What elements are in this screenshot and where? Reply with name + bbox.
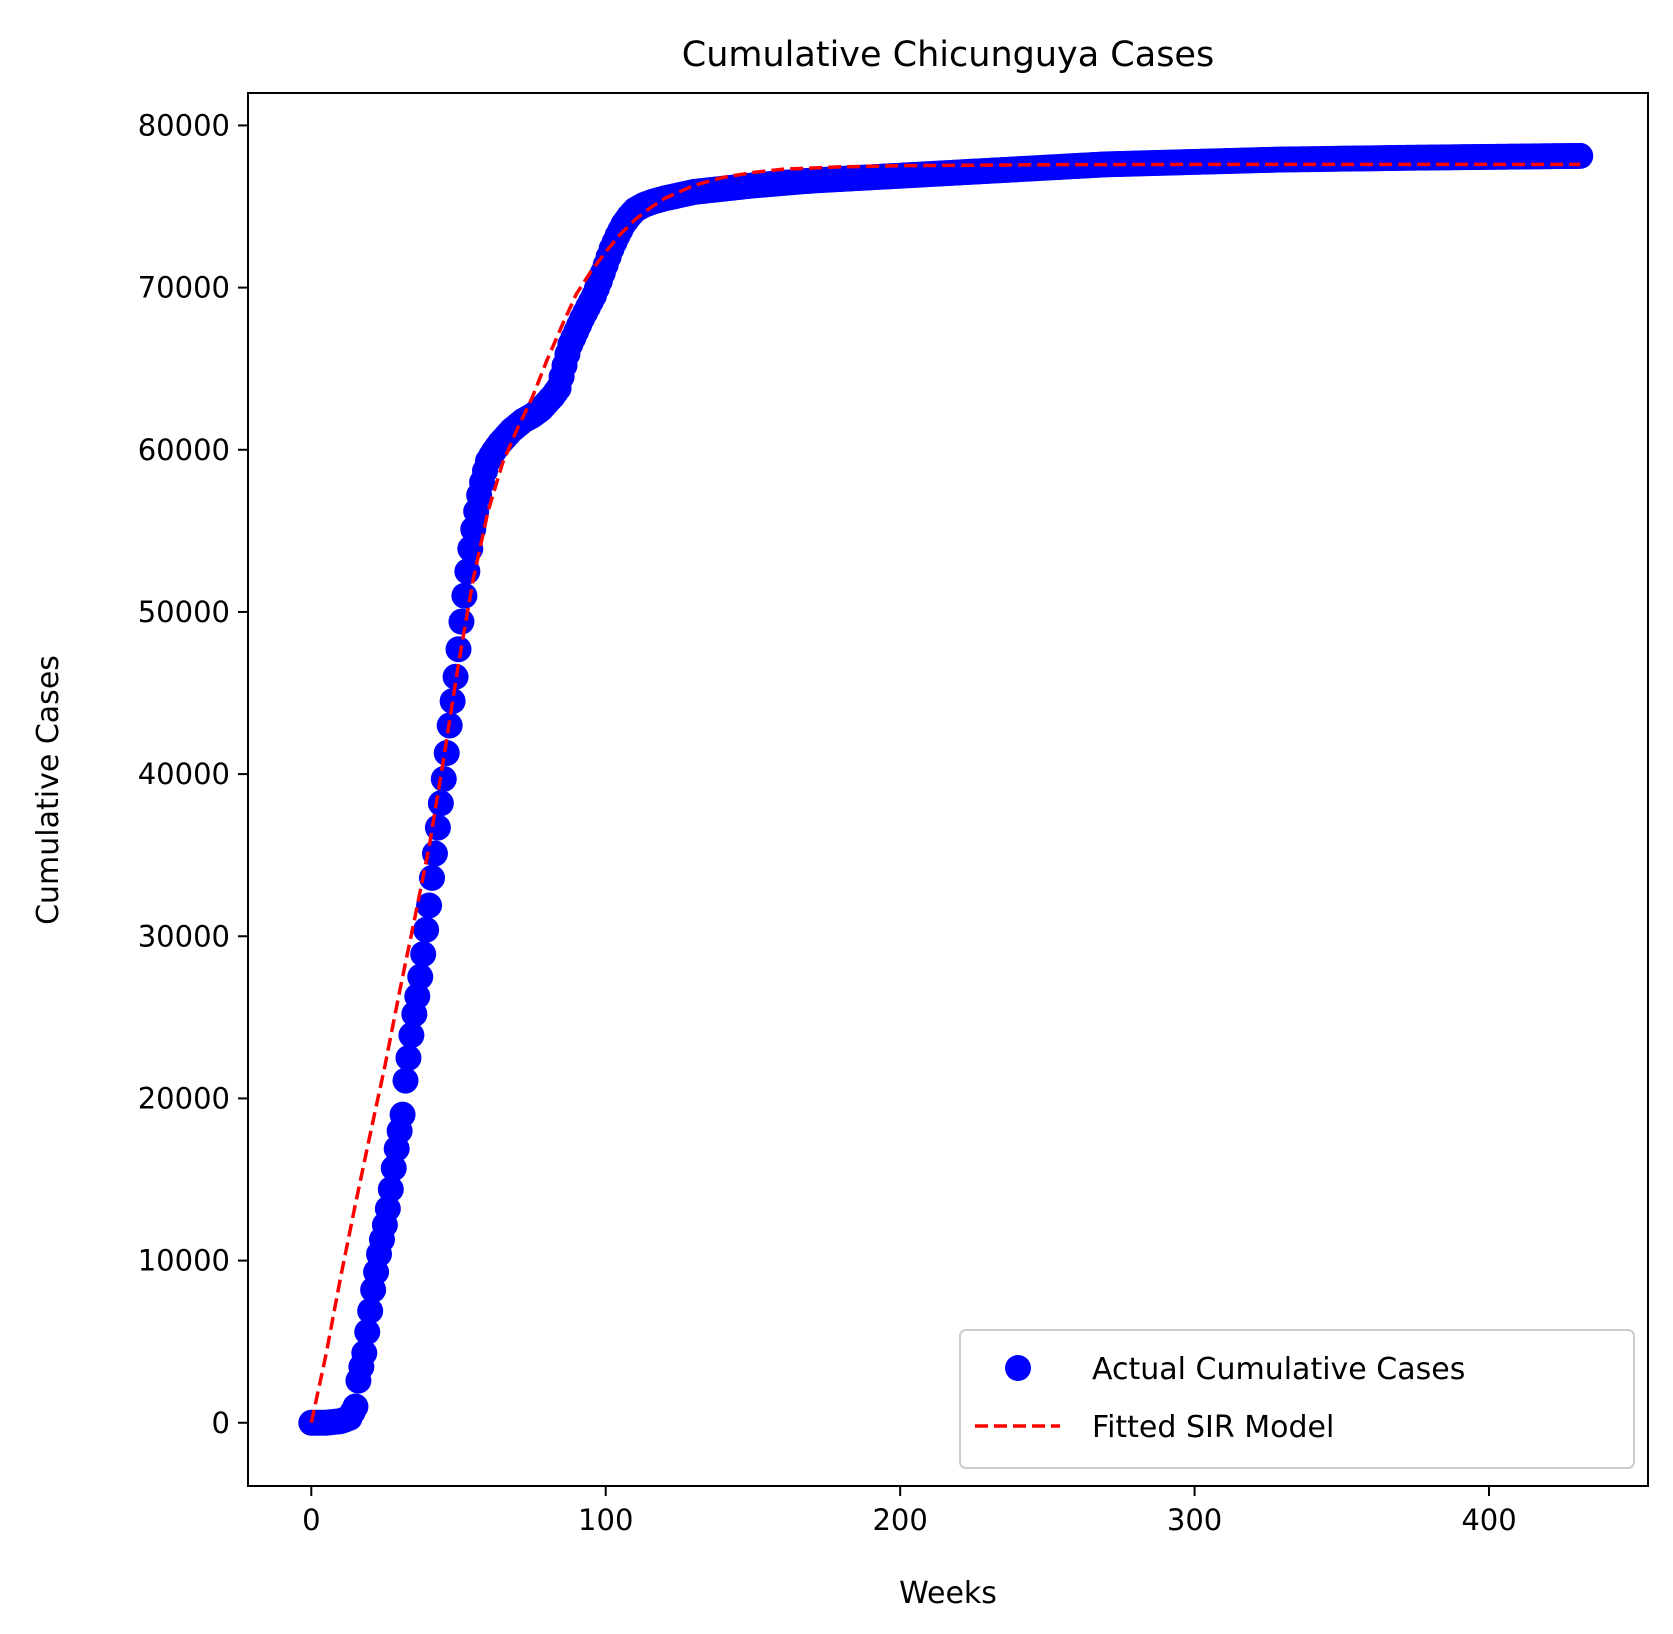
data-point-actual (445, 636, 472, 663)
x-tick-label: 200 (872, 1503, 927, 1537)
plot-area (248, 93, 1648, 1486)
legend-label-fitted: Fitted SIR Model (1092, 1410, 1334, 1445)
data-point-actual (416, 892, 443, 919)
data-point-actual (342, 1393, 369, 1420)
data-point-actual (407, 963, 434, 990)
data-point-actual (377, 1176, 404, 1203)
x-tick-label: 0 (302, 1503, 320, 1537)
y-axis-label: Cumulative Cases (31, 655, 66, 925)
x-tick-label: 300 (1167, 1503, 1222, 1537)
legend-marker-actual (1005, 1355, 1031, 1381)
y-tick-label: 30000 (138, 919, 230, 953)
data-point-actual (380, 1155, 407, 1182)
data-point-actual (357, 1297, 384, 1324)
legend-box (959, 1329, 1635, 1469)
data-point-actual (389, 1101, 416, 1128)
data-point-actual (1567, 142, 1594, 169)
y-tick-label: 10000 (138, 1244, 230, 1278)
data-point-actual (421, 840, 448, 867)
x-tick-label: 400 (1461, 1503, 1516, 1537)
y-tick-label: 40000 (138, 757, 230, 791)
x-tick-label: 100 (578, 1503, 633, 1537)
series-fitted-sir-model-line (309, 162, 1581, 1424)
data-point-actual (451, 582, 478, 609)
data-point-actual (374, 1195, 401, 1222)
legend: Actual Cumulative Cases Fitted SIR Model (959, 1329, 1635, 1469)
x-axis-label: Weeks (899, 1576, 997, 1611)
y-tick-label: 0 (212, 1406, 230, 1440)
data-point-actual (410, 941, 437, 968)
data-point-actual (398, 1022, 425, 1049)
x-axis-ticks: 0 100 200 300 400 (302, 1486, 1517, 1537)
y-tick-label: 70000 (138, 271, 230, 305)
data-point-actual (448, 608, 475, 635)
data-point-actual (439, 688, 466, 715)
plot-frame (247, 92, 1649, 1487)
series-actual-cumulative-cases (298, 142, 1594, 1436)
data-point-actual (424, 814, 451, 841)
data-point-actual (430, 765, 457, 792)
series-layer (298, 142, 1594, 1436)
y-tick-label: 20000 (138, 1081, 230, 1115)
legend-label-actual: Actual Cumulative Cases (1092, 1352, 1465, 1387)
y-tick-label: 60000 (138, 433, 230, 467)
data-point-actual (354, 1318, 381, 1345)
chart-title: Cumulative Chicunguya Cases (682, 35, 1214, 75)
y-tick-label: 50000 (138, 595, 230, 629)
data-point-actual (433, 740, 460, 767)
data-point-actual (395, 1044, 422, 1071)
data-point-actual (413, 916, 440, 943)
data-point-actual (404, 983, 431, 1010)
data-point-actual (392, 1067, 419, 1094)
data-point-actual (427, 790, 454, 817)
data-point-actual (351, 1340, 378, 1367)
y-axis-ticks: 0 10000 20000 30000 40000 50000 60000 70000 8000… (138, 108, 248, 1440)
y-tick-label: 80000 (138, 108, 230, 142)
